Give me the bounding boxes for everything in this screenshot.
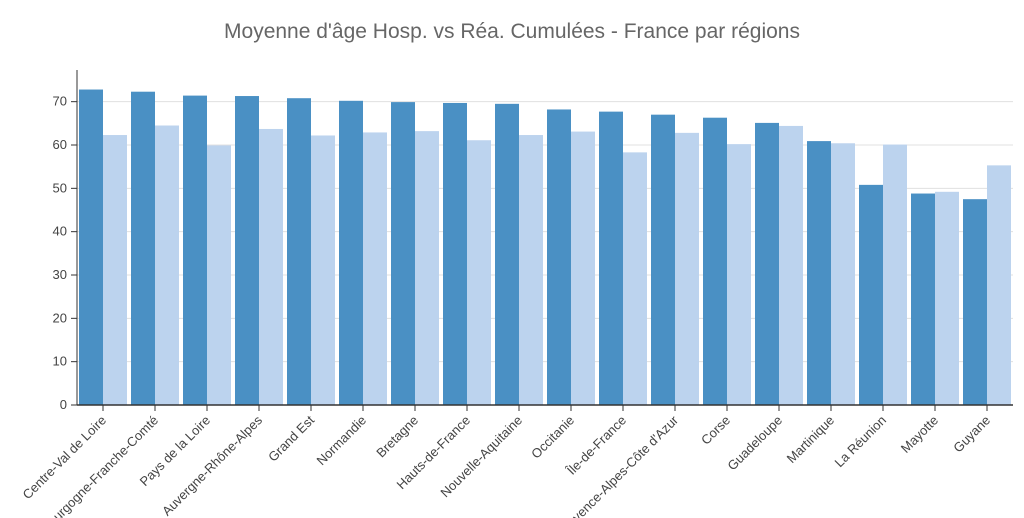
bar-series-1 — [287, 98, 311, 405]
category-label: Normandie — [314, 413, 370, 469]
bar-series-1 — [547, 109, 571, 405]
bar-series-2 — [311, 135, 335, 405]
y-tick-label: 0 — [60, 397, 67, 412]
bar-series-1 — [911, 193, 935, 405]
category-label: Auvergne-Rhône-Alpes — [159, 412, 266, 518]
bar-series-1 — [963, 199, 987, 405]
bar-series-1 — [703, 117, 727, 405]
bar-series-2 — [883, 144, 907, 406]
bar-series-2 — [779, 125, 803, 405]
bar-series-2 — [467, 140, 491, 405]
y-tick-label: 70 — [53, 94, 67, 109]
category-label: Bretagne — [373, 413, 421, 461]
bar-series-2 — [103, 135, 127, 406]
category-label: Occitanie — [528, 413, 577, 462]
bar-series-1 — [183, 95, 207, 405]
category-label: La Réunion — [831, 413, 889, 471]
bar-series-2 — [259, 128, 283, 405]
bar-series-1 — [79, 89, 103, 406]
bar-series-1 — [859, 184, 883, 405]
bar-series-1 — [339, 100, 363, 406]
bar-series-2 — [519, 135, 543, 406]
category-label: Guadeloupe — [724, 413, 785, 474]
y-tick-label: 30 — [53, 267, 67, 282]
bar-series-2 — [987, 165, 1011, 405]
y-tick-label: 40 — [53, 224, 67, 239]
category-label: Grand Est — [265, 412, 317, 464]
category-label: Mayotte — [898, 413, 941, 456]
bar-series-2 — [571, 131, 595, 406]
bar-series-2 — [155, 125, 179, 405]
bar-series-2 — [415, 131, 439, 405]
bar-series-1 — [599, 111, 623, 405]
category-label: Centre-Val de Loire — [19, 413, 109, 503]
bar-series-1 — [443, 102, 467, 405]
category-label: Corse — [698, 413, 733, 448]
y-tick-label: 60 — [53, 137, 67, 152]
bar-series-1 — [495, 103, 519, 405]
bar-series-1 — [131, 91, 155, 405]
chart-title: Moyenne d'âge Hosp. vs Réa. Cumulées - F… — [224, 20, 800, 43]
y-tick-label: 10 — [53, 354, 67, 369]
bar-series-2 — [935, 191, 959, 405]
y-tick-label: 20 — [53, 310, 67, 325]
bar-series-2 — [727, 144, 751, 405]
bar-series-1 — [651, 114, 675, 406]
bar-series-2 — [207, 145, 231, 405]
bar-series-2 — [623, 152, 647, 405]
bar-series-1 — [807, 141, 831, 405]
bar-series-2 — [831, 143, 855, 405]
bar-series-2 — [675, 132, 699, 405]
bar-series-1 — [391, 102, 415, 405]
category-label: Martinique — [784, 413, 838, 467]
bar-series-1 — [235, 96, 259, 406]
y-tick-label: 50 — [53, 180, 67, 195]
category-label: Guyane — [950, 413, 993, 456]
bar-series-1 — [755, 122, 779, 406]
bar-series-2 — [363, 132, 387, 405]
